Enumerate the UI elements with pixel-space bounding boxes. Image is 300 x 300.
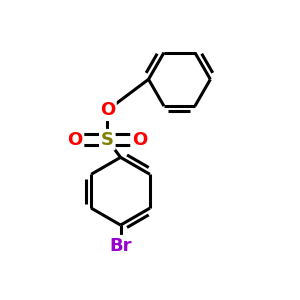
Text: Br: Br [109,237,132,255]
Text: O: O [100,101,115,119]
Text: S: S [101,131,114,149]
Text: O: O [67,131,83,149]
Text: O: O [132,131,147,149]
